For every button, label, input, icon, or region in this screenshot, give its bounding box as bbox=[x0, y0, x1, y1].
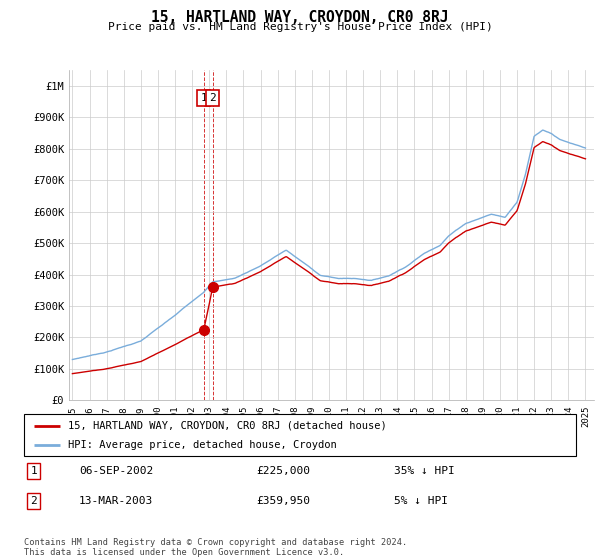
Text: 5% ↓ HPI: 5% ↓ HPI bbox=[394, 496, 448, 506]
Text: 35% ↓ HPI: 35% ↓ HPI bbox=[394, 466, 455, 476]
Text: 15, HARTLAND WAY, CROYDON, CR0 8RJ: 15, HARTLAND WAY, CROYDON, CR0 8RJ bbox=[151, 10, 449, 25]
Text: 1: 1 bbox=[200, 94, 207, 104]
Text: 15, HARTLAND WAY, CROYDON, CR0 8RJ (detached house): 15, HARTLAND WAY, CROYDON, CR0 8RJ (deta… bbox=[68, 421, 387, 431]
Text: 2: 2 bbox=[209, 94, 216, 104]
Text: 1: 1 bbox=[31, 466, 37, 476]
Text: Contains HM Land Registry data © Crown copyright and database right 2024.
This d: Contains HM Land Registry data © Crown c… bbox=[24, 538, 407, 557]
Text: 06-SEP-2002: 06-SEP-2002 bbox=[79, 466, 154, 476]
Text: Price paid vs. HM Land Registry's House Price Index (HPI): Price paid vs. HM Land Registry's House … bbox=[107, 22, 493, 32]
Text: £359,950: £359,950 bbox=[256, 496, 310, 506]
Text: HPI: Average price, detached house, Croydon: HPI: Average price, detached house, Croy… bbox=[68, 440, 337, 450]
Text: £225,000: £225,000 bbox=[256, 466, 310, 476]
Text: 13-MAR-2003: 13-MAR-2003 bbox=[79, 496, 154, 506]
FancyBboxPatch shape bbox=[24, 414, 576, 456]
Text: 2: 2 bbox=[31, 496, 37, 506]
